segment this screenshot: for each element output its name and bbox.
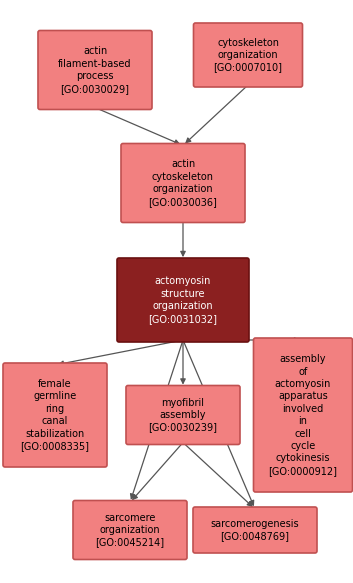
Text: sarcomere
organization
[GO:0045214]: sarcomere organization [GO:0045214] <box>95 512 164 547</box>
Text: cytoskeleton
organization
[GO:0007010]: cytoskeleton organization [GO:0007010] <box>214 37 282 72</box>
FancyBboxPatch shape <box>73 500 187 560</box>
FancyBboxPatch shape <box>3 363 107 467</box>
Text: myofibril
assembly
[GO:0030239]: myofibril assembly [GO:0030239] <box>149 398 217 433</box>
Text: actin
filament-based
process
[GO:0030029]: actin filament-based process [GO:0030029… <box>58 47 132 94</box>
Text: sarcomerogenesis
[GO:0048769]: sarcomerogenesis [GO:0048769] <box>211 519 299 541</box>
Text: actomyosin
structure
organization
[GO:0031032]: actomyosin structure organization [GO:00… <box>149 276 217 324</box>
FancyBboxPatch shape <box>193 507 317 553</box>
FancyBboxPatch shape <box>253 338 353 492</box>
Text: assembly
of
actomyosin
apparatus
involved
in
cell
cycle
cytokinesis
[GO:0000912]: assembly of actomyosin apparatus involve… <box>269 354 337 476</box>
Text: female
germline
ring
canal
stabilization
[GO:0008335]: female germline ring canal stabilization… <box>20 379 90 451</box>
FancyBboxPatch shape <box>193 23 303 87</box>
FancyBboxPatch shape <box>117 258 249 342</box>
FancyBboxPatch shape <box>38 30 152 110</box>
FancyBboxPatch shape <box>121 143 245 223</box>
Text: actin
cytoskeleton
organization
[GO:0030036]: actin cytoskeleton organization [GO:0030… <box>149 159 217 206</box>
FancyBboxPatch shape <box>126 385 240 444</box>
